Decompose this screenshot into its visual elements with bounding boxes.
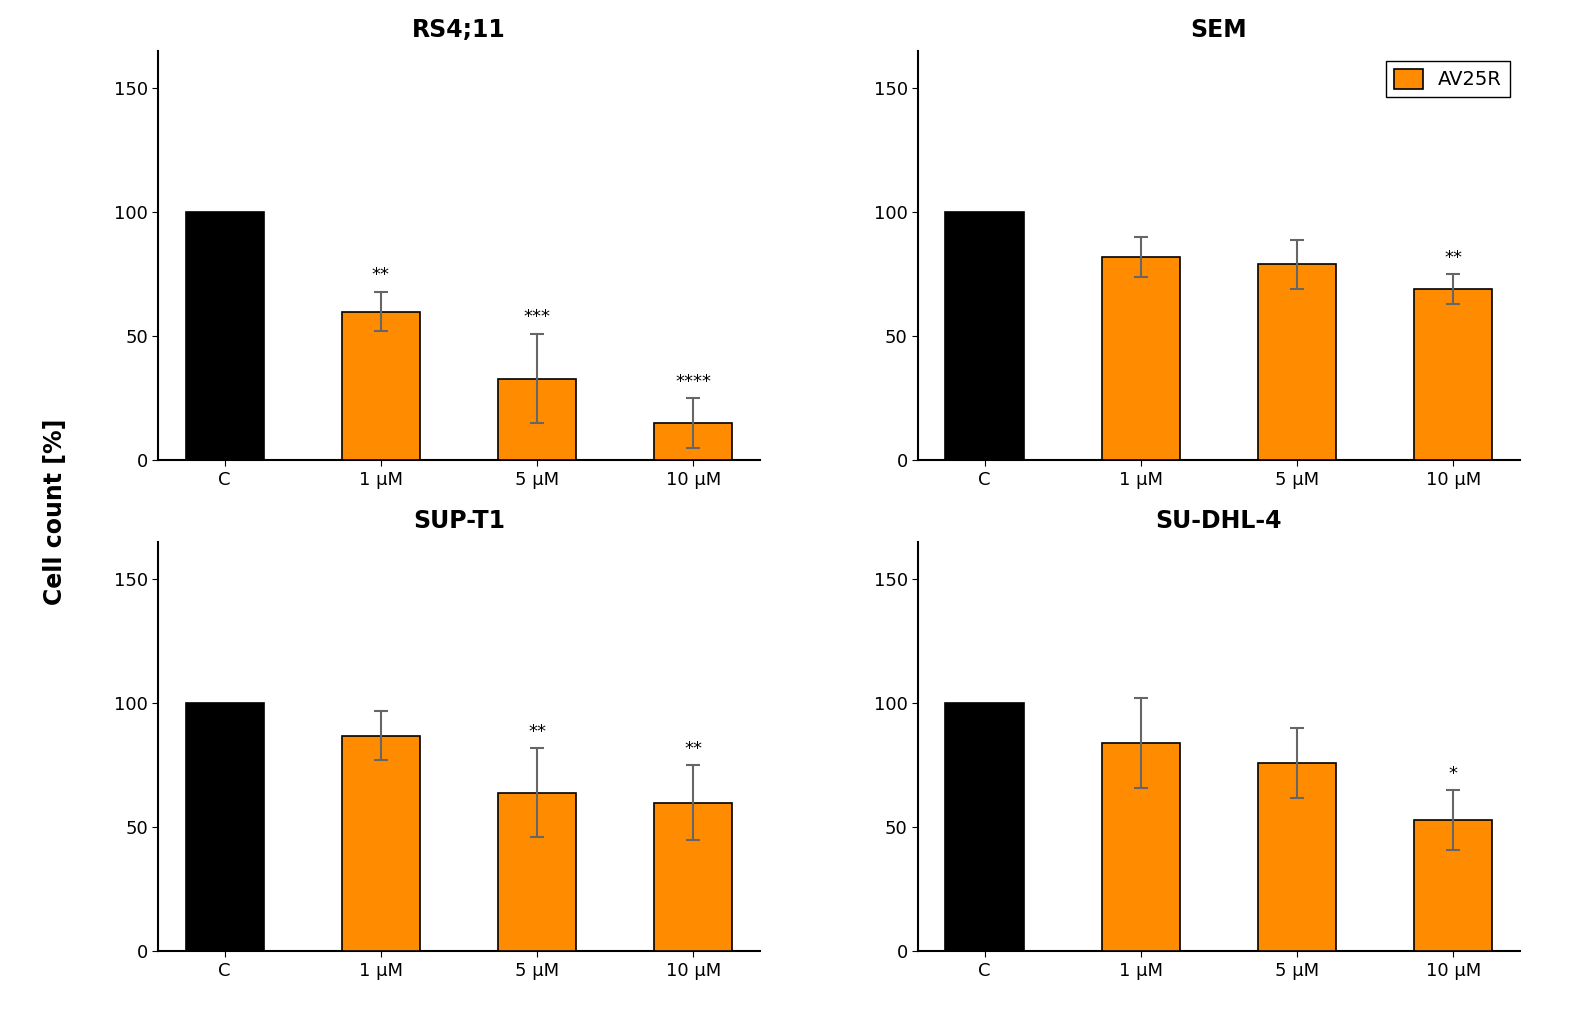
Text: **: ** [684,740,703,758]
Bar [185,704,264,951]
Bar [499,379,576,460]
Bar [185,213,264,460]
Bar [1258,763,1336,951]
Bar [342,736,419,951]
Bar [1414,290,1493,460]
Legend: AV25R: AV25R [1385,61,1510,97]
Text: ***: *** [524,308,551,326]
Text: Cell count [%]: Cell count [%] [43,418,68,605]
Title: SEM: SEM [1190,18,1247,42]
Text: **: ** [529,722,546,741]
Title: RS4;11: RS4;11 [412,18,507,42]
Title: SU-DHL-4: SU-DHL-4 [1156,509,1282,533]
Title: SUP-T1: SUP-T1 [413,509,505,533]
Bar [1102,257,1179,460]
Bar [945,704,1024,951]
Bar [945,213,1024,460]
Bar [499,793,576,951]
Text: **: ** [1444,249,1463,267]
Text: **: ** [372,266,389,284]
Text: ****: **** [676,373,711,391]
Bar [1258,264,1336,460]
Bar [1102,743,1179,951]
Bar [1414,820,1493,951]
Bar [342,312,419,460]
Bar [654,424,733,460]
Text: *: * [1448,765,1458,783]
Bar [654,803,733,951]
